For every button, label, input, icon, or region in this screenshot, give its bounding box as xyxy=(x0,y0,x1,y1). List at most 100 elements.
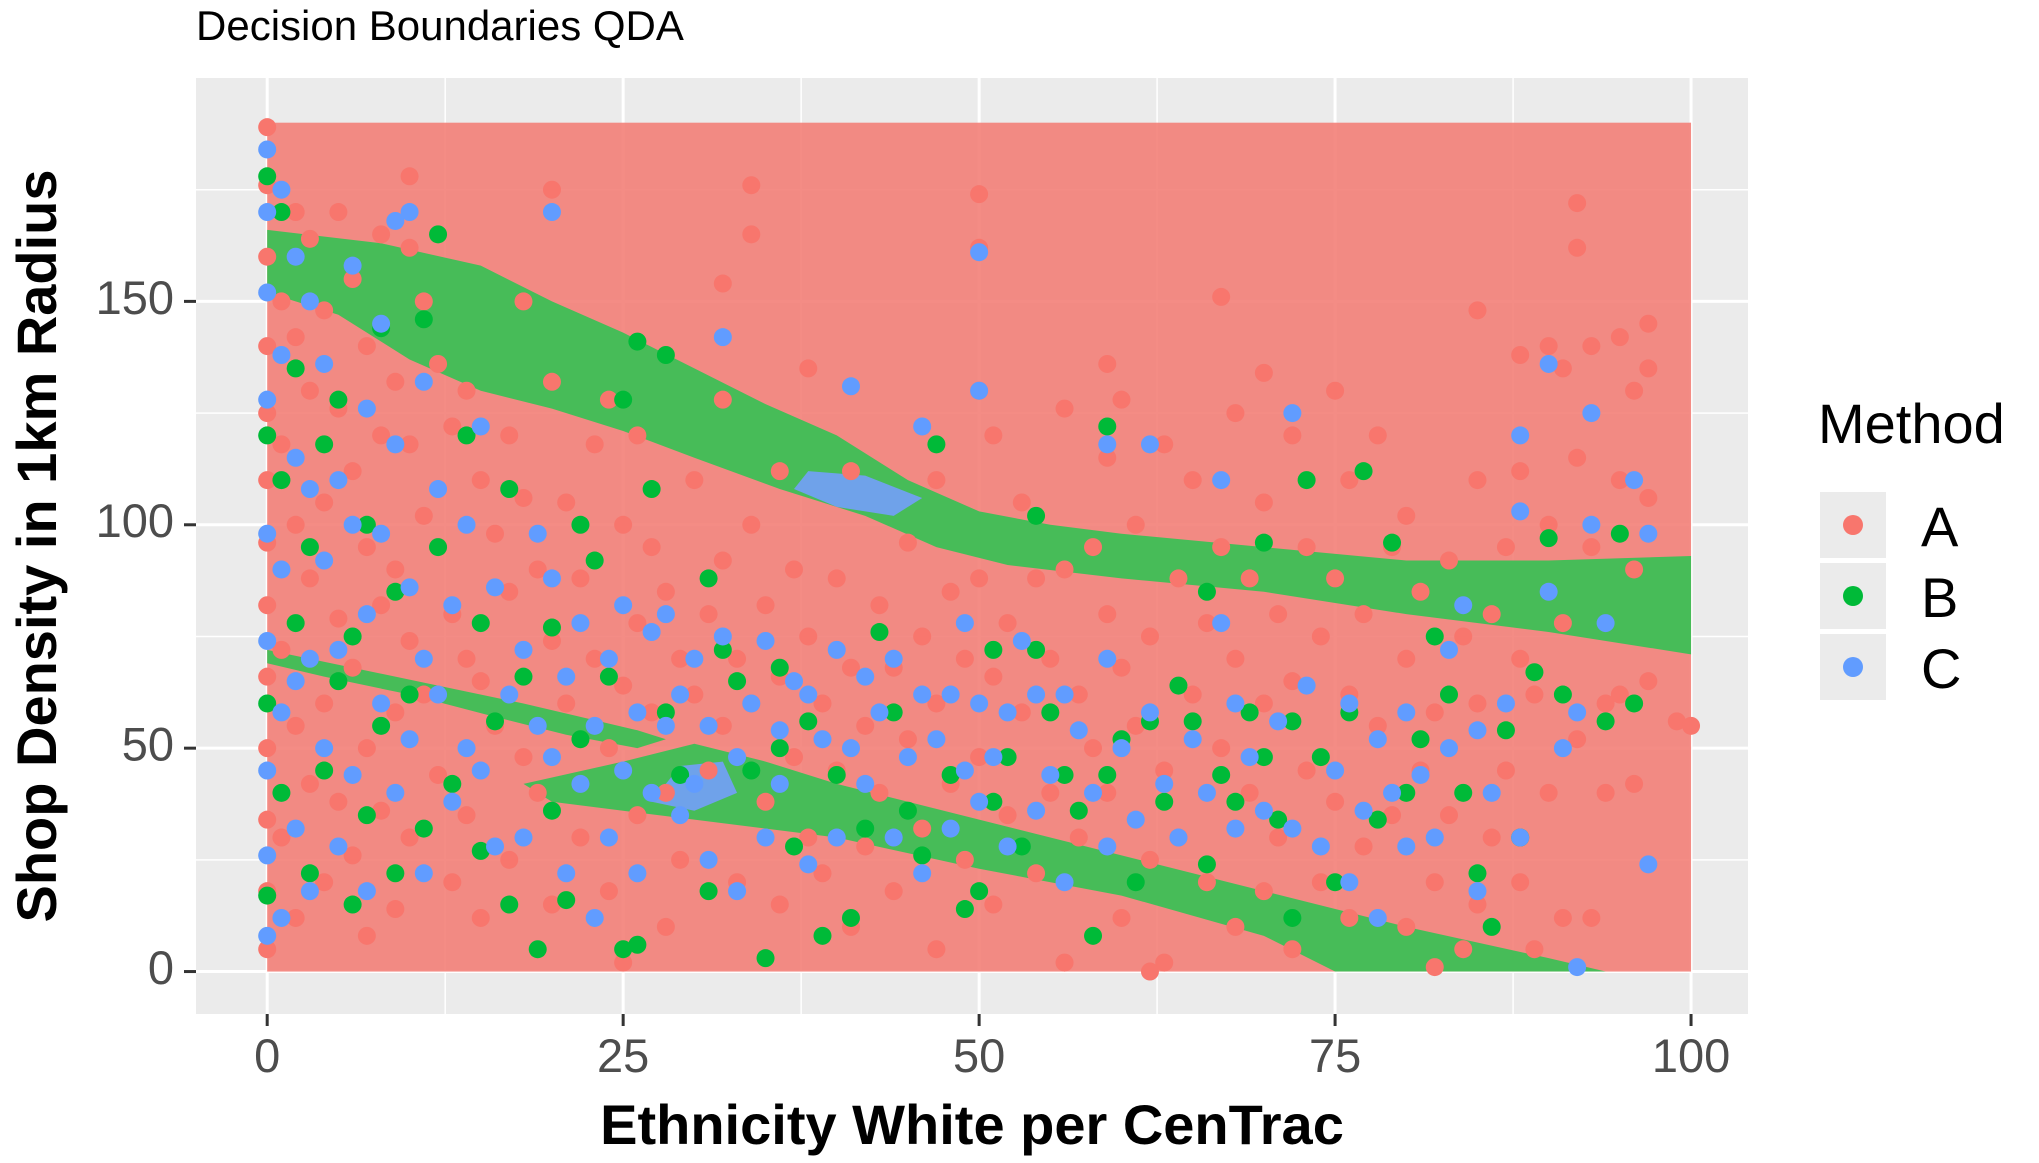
data-point-a xyxy=(1482,828,1501,847)
data-point-b xyxy=(343,627,362,646)
data-point-b xyxy=(1596,712,1615,731)
data-point-a xyxy=(357,337,376,356)
data-point-a xyxy=(699,605,718,624)
data-point-c xyxy=(272,908,291,927)
data-point-c xyxy=(599,828,618,847)
data-point-a xyxy=(1468,694,1487,713)
data-point-a xyxy=(713,551,732,570)
data-point-c xyxy=(258,203,277,222)
data-point-b xyxy=(699,882,718,901)
data-point-c xyxy=(1269,712,1288,731)
data-point-b xyxy=(656,703,675,722)
data-point-a xyxy=(898,730,917,749)
data-point-a xyxy=(927,940,946,959)
data-point-a xyxy=(258,667,277,686)
data-point-a xyxy=(970,748,989,767)
data-point-c xyxy=(998,837,1017,856)
chart-title: Decision Boundaries QDA xyxy=(196,2,684,49)
data-point-c xyxy=(785,672,804,691)
data-point-a xyxy=(457,806,476,825)
data-point-c xyxy=(1297,676,1316,695)
data-point-b xyxy=(856,819,875,838)
data-point-a xyxy=(713,390,732,409)
data-point-a xyxy=(386,900,405,919)
data-point-a xyxy=(528,560,547,579)
data-point-b xyxy=(258,167,277,186)
data-point-a xyxy=(1326,792,1345,811)
data-point-a xyxy=(970,569,989,588)
data-point-b xyxy=(471,841,490,860)
data-point-c xyxy=(913,417,932,436)
data-point-b xyxy=(286,614,305,633)
data-point-a xyxy=(970,185,989,204)
data-point-c xyxy=(1582,404,1601,423)
data-point-b xyxy=(1425,627,1444,646)
data-point-a xyxy=(1468,301,1487,320)
y-tick-label: 100 xyxy=(96,494,174,547)
data-point-c xyxy=(827,640,846,659)
data-point-a xyxy=(1553,908,1572,927)
data-point-c xyxy=(955,614,974,633)
data-point-a xyxy=(941,582,960,601)
data-point-a xyxy=(272,292,291,311)
data-point-a xyxy=(770,895,789,914)
data-point-a xyxy=(414,292,433,311)
data-point-a xyxy=(614,515,633,534)
data-point-b xyxy=(1212,765,1231,784)
data-point-a xyxy=(1425,703,1444,722)
data-point-c xyxy=(514,640,533,659)
data-point-c xyxy=(1368,730,1387,749)
data-point-c xyxy=(614,596,633,615)
data-point-a xyxy=(258,596,277,615)
data-point-b xyxy=(571,730,590,749)
data-point-c xyxy=(642,783,661,802)
data-point-a xyxy=(1582,908,1601,927)
data-point-c xyxy=(400,730,419,749)
data-point-b xyxy=(585,551,604,570)
data-point-a xyxy=(258,471,277,490)
data-point-a xyxy=(841,658,860,677)
data-point-a xyxy=(1212,287,1231,306)
data-point-b xyxy=(628,935,647,954)
data-point-c xyxy=(1084,783,1103,802)
data-point-b xyxy=(884,703,903,722)
data-point-b xyxy=(1411,730,1430,749)
data-point-b xyxy=(272,471,291,490)
data-point-c xyxy=(414,649,433,668)
data-point-a xyxy=(984,667,1003,686)
data-point-a xyxy=(728,649,747,668)
data-point-c xyxy=(699,850,718,869)
data-point-a xyxy=(1354,837,1373,856)
data-point-b xyxy=(542,618,561,637)
data-point-c xyxy=(315,739,334,758)
data-point-b xyxy=(343,895,362,914)
data-point-a xyxy=(799,627,818,646)
data-point-c xyxy=(941,685,960,704)
data-point-b xyxy=(1012,837,1031,856)
data-point-a xyxy=(1269,828,1288,847)
data-point-c xyxy=(1012,631,1031,650)
data-point-b xyxy=(1169,676,1188,695)
data-point-b xyxy=(500,895,519,914)
data-point-a xyxy=(1639,488,1658,507)
data-point-c xyxy=(500,685,519,704)
data-point-b xyxy=(372,716,391,735)
data-point-b xyxy=(272,783,291,802)
decision-region-b xyxy=(267,649,666,749)
data-point-c xyxy=(372,524,391,543)
data-point-b xyxy=(1126,873,1145,892)
data-point-a xyxy=(1055,399,1074,418)
data-point-c xyxy=(414,372,433,391)
data-point-b xyxy=(386,582,405,601)
data-point-b xyxy=(300,864,319,883)
x-tick-label: 50 xyxy=(953,1029,1005,1082)
data-point-b xyxy=(557,891,576,910)
data-point-a xyxy=(585,435,604,454)
decision-region-b xyxy=(523,743,1606,972)
data-point-b xyxy=(1098,417,1117,436)
data-point-a xyxy=(500,582,519,601)
data-point-a xyxy=(1539,515,1558,534)
data-point-c xyxy=(258,524,277,543)
data-point-a xyxy=(1582,538,1601,557)
data-point-c xyxy=(898,748,917,767)
